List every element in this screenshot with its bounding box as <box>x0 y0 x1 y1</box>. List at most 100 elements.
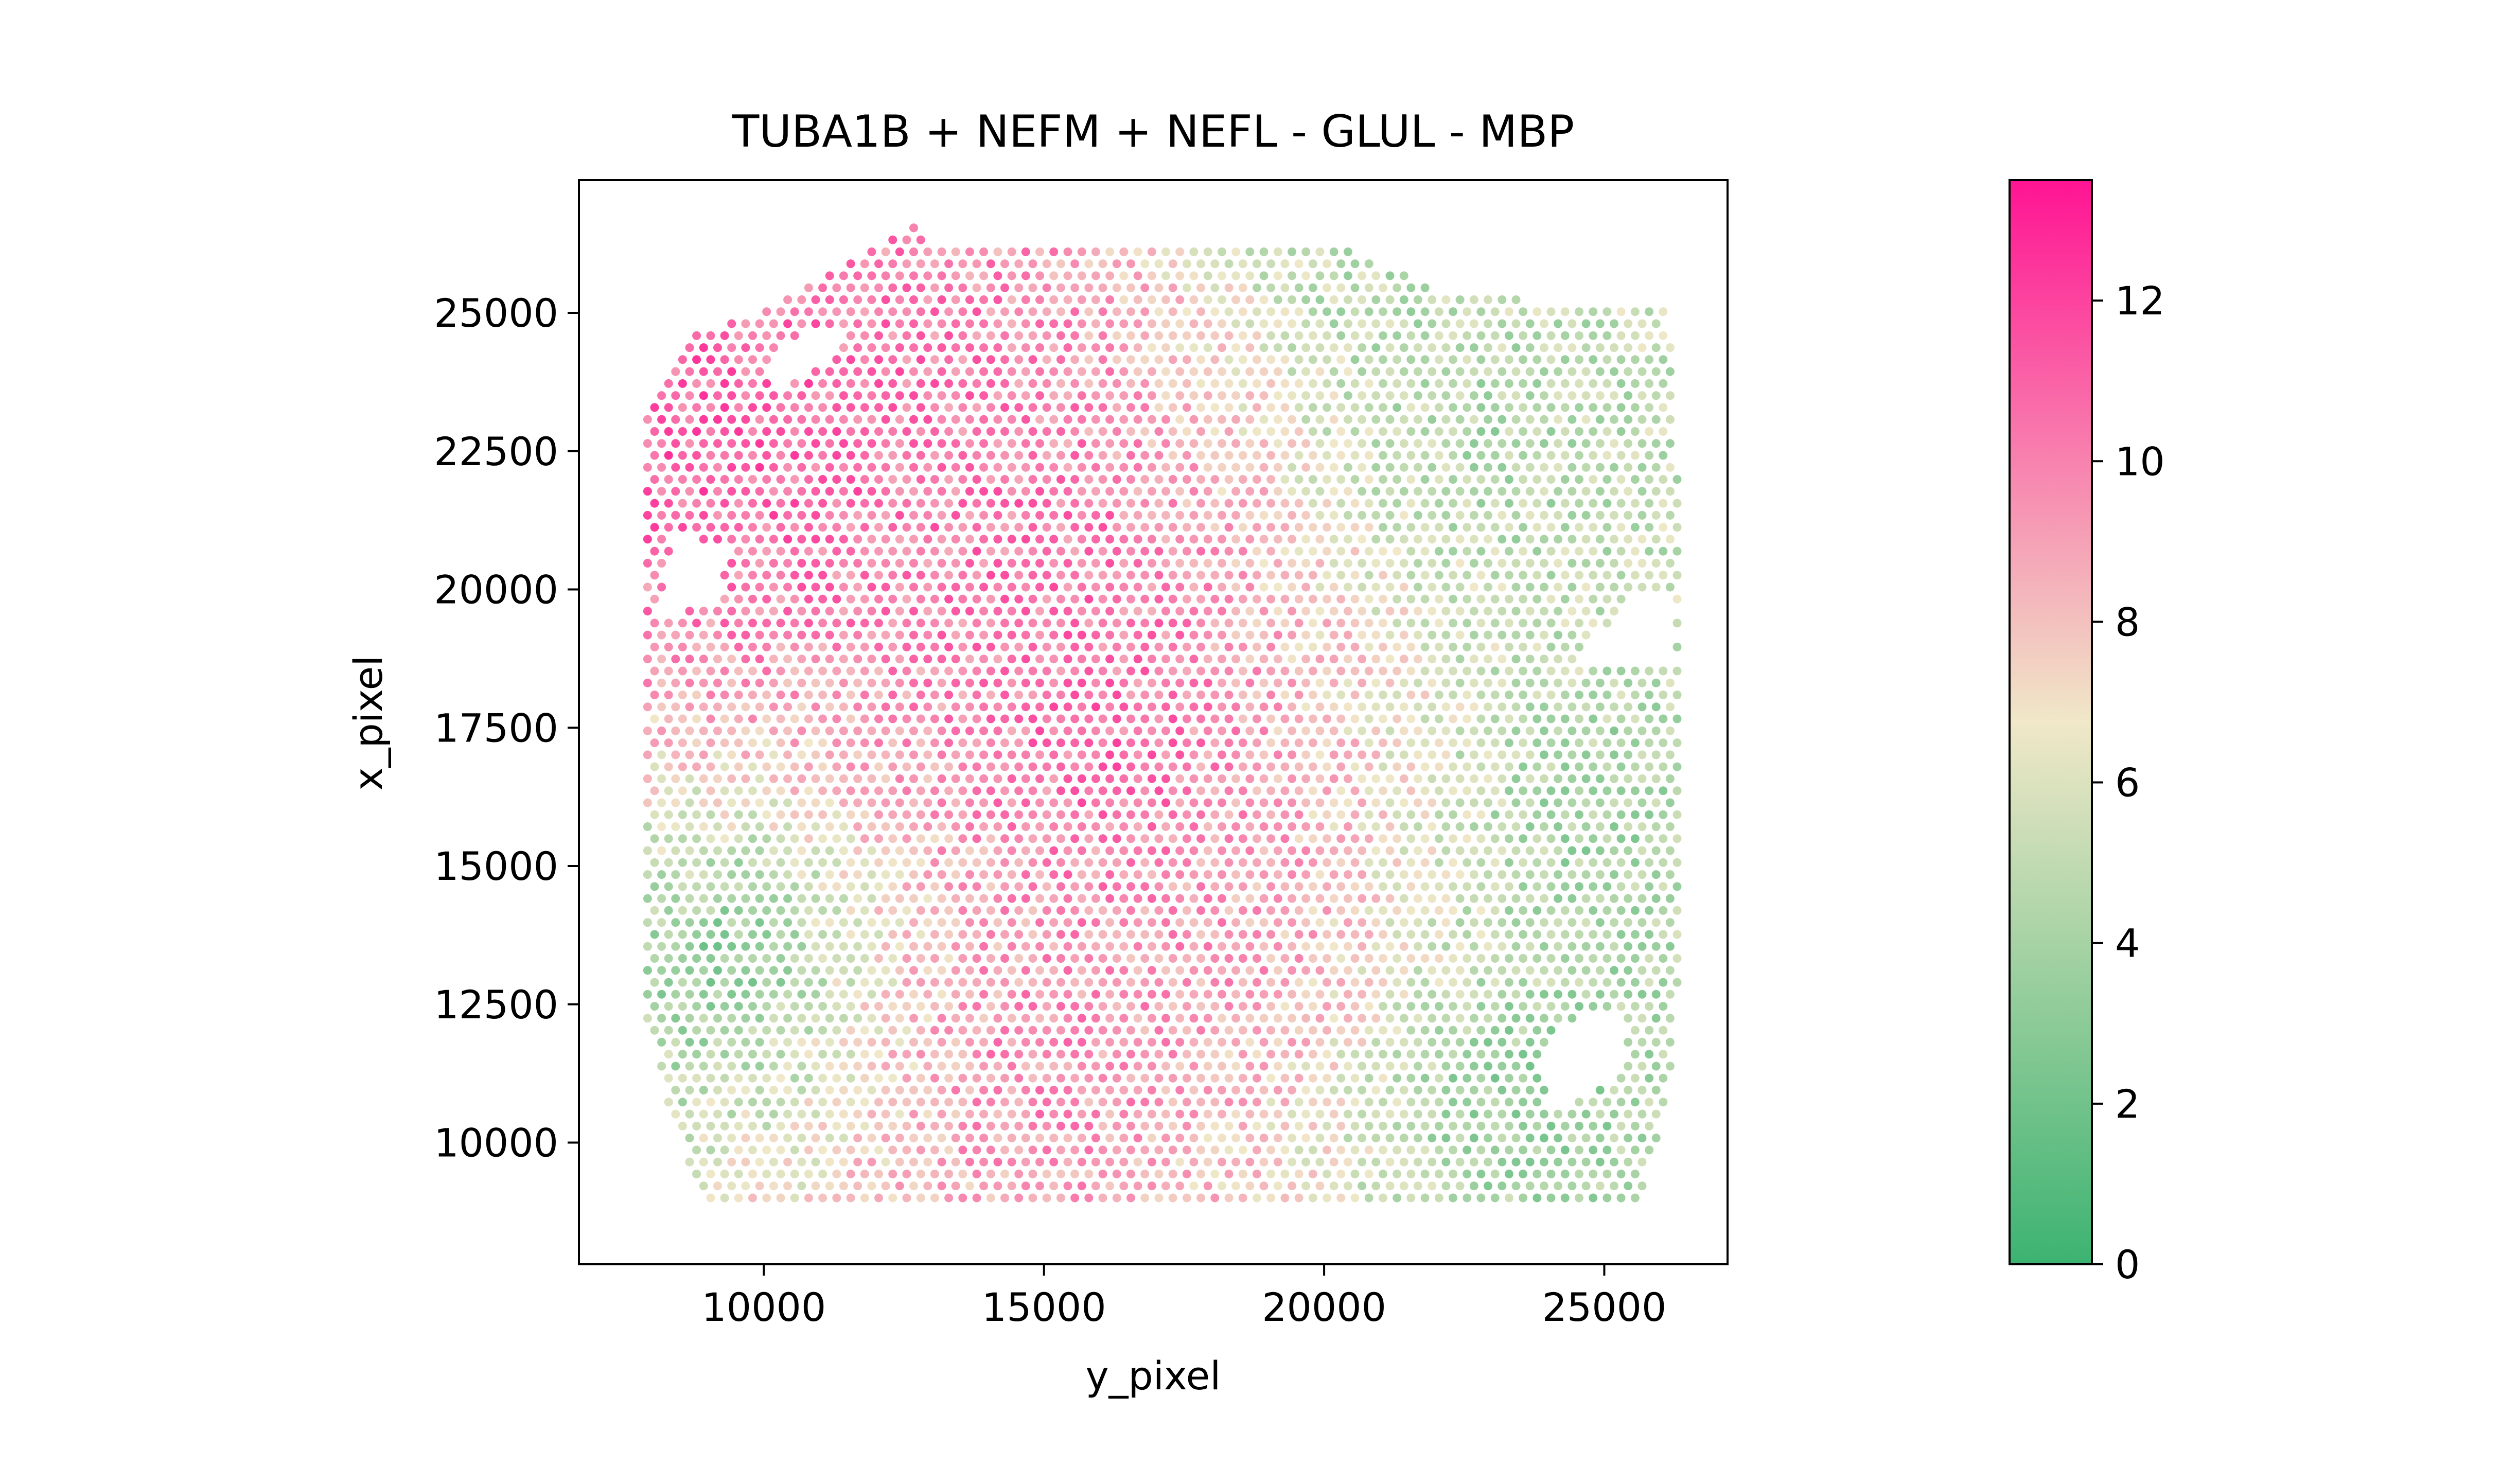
data-point <box>1476 403 1486 412</box>
data-point <box>1484 607 1492 616</box>
data-point <box>1343 750 1352 759</box>
data-point <box>1624 510 1633 520</box>
data-point <box>923 559 932 568</box>
data-point <box>839 702 848 712</box>
data-point <box>776 451 785 460</box>
data-point <box>1630 882 1640 891</box>
data-point <box>1182 738 1191 748</box>
data-point <box>664 714 673 723</box>
data-point <box>1084 523 1094 532</box>
data-point <box>1378 1098 1387 1107</box>
data-point <box>1560 594 1570 604</box>
data-point <box>1210 1170 1220 1178</box>
data-point <box>1525 870 1535 879</box>
data-point <box>811 942 820 951</box>
data-point <box>762 1002 771 1011</box>
data-point <box>1273 870 1282 879</box>
data-point <box>1259 894 1269 903</box>
data-point <box>1063 1134 1072 1143</box>
data-point <box>951 798 960 807</box>
data-point <box>769 918 778 927</box>
data-point <box>1133 990 1142 999</box>
data-point <box>1567 1134 1577 1143</box>
data-point <box>860 1026 869 1035</box>
data-point <box>1147 750 1156 759</box>
data-point <box>1406 1193 1416 1203</box>
data-point <box>853 1037 862 1047</box>
data-point <box>1539 822 1548 831</box>
data-point <box>937 918 946 927</box>
data-point <box>1266 594 1276 604</box>
data-point <box>874 714 883 723</box>
data-point <box>1420 762 1430 771</box>
data-point <box>1077 1086 1086 1094</box>
data-point <box>1063 1037 1072 1047</box>
data-point <box>1336 475 1346 484</box>
data-point <box>699 798 708 807</box>
data-point <box>1112 834 1121 843</box>
data-point <box>1161 655 1170 664</box>
data-point <box>1637 702 1647 712</box>
data-point <box>1441 391 1451 400</box>
data-point <box>832 786 841 796</box>
data-point <box>1511 630 1521 640</box>
data-point <box>1126 762 1135 771</box>
data-point <box>979 559 989 568</box>
data-point <box>1189 942 1199 951</box>
data-point <box>958 978 967 987</box>
data-point <box>1554 918 1563 927</box>
data-point <box>1000 427 1009 436</box>
data-point <box>1371 822 1381 831</box>
data-point <box>1105 918 1115 927</box>
data-point <box>1371 1062 1381 1071</box>
data-point <box>1280 1170 1290 1178</box>
data-point <box>944 499 954 508</box>
data-point <box>944 619 954 628</box>
data-point <box>1161 1109 1170 1119</box>
data-point <box>1476 882 1486 891</box>
data-point <box>1175 463 1185 472</box>
data-point <box>944 954 954 963</box>
data-point <box>1455 630 1465 640</box>
data-point <box>1581 870 1591 879</box>
data-point <box>1238 978 1247 987</box>
data-point <box>1399 990 1408 999</box>
data-point <box>1308 714 1317 723</box>
data-point <box>1336 1170 1346 1178</box>
data-point <box>1434 738 1443 748</box>
data-point <box>797 1086 806 1094</box>
data-point <box>853 750 862 759</box>
data-point <box>776 762 785 771</box>
data-point <box>650 834 659 843</box>
data-point <box>797 1181 806 1191</box>
data-point <box>874 379 883 388</box>
data-point <box>1021 1014 1030 1023</box>
data-point <box>1504 930 1513 939</box>
data-point <box>1490 906 1500 915</box>
data-point <box>657 391 666 400</box>
data-point <box>1343 894 1352 903</box>
data-point <box>1560 523 1570 532</box>
data-point <box>1077 415 1086 424</box>
data-point <box>965 582 974 592</box>
data-point <box>762 714 771 723</box>
data-point <box>1140 954 1150 963</box>
data-point <box>1077 463 1086 472</box>
data-point <box>1560 1121 1570 1130</box>
data-point <box>1428 655 1437 664</box>
data-point <box>1049 990 1059 999</box>
data-point <box>1294 714 1304 723</box>
data-point <box>1343 870 1352 879</box>
data-point <box>699 990 708 999</box>
data-point <box>783 535 792 544</box>
data-point <box>1469 798 1478 807</box>
data-point <box>762 1170 771 1178</box>
data-point <box>685 942 694 951</box>
data-point <box>1616 978 1626 987</box>
data-point <box>881 1062 890 1071</box>
data-point <box>1651 1109 1661 1119</box>
data-point <box>1168 810 1177 819</box>
data-point <box>1624 918 1633 927</box>
data-point <box>818 451 827 460</box>
data-point <box>657 655 666 664</box>
